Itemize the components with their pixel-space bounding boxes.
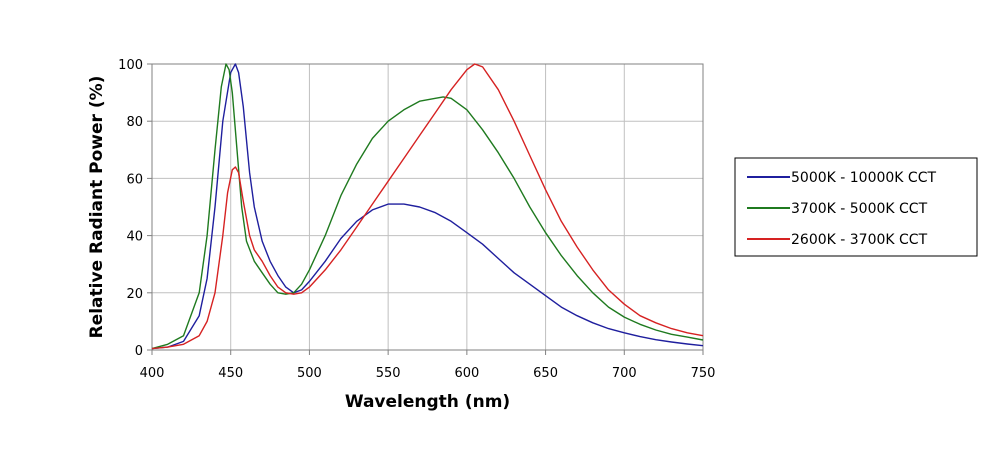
x-tick-label: 700 [612, 366, 637, 381]
x-tick-label: 450 [218, 366, 243, 381]
x-tick-label: 550 [376, 366, 401, 381]
y-axis-title: Relative Radiant Power (%) [87, 76, 107, 339]
y-tick-label: 0 [135, 344, 143, 359]
y-tick-label: 40 [126, 230, 143, 245]
x-tick-label: 600 [454, 366, 479, 381]
y-tick-label: 100 [118, 58, 143, 73]
y-tick-label: 80 [126, 115, 143, 130]
x-tick-label: 750 [691, 366, 716, 381]
series-line-1 [151, 63, 704, 350]
x-tick-label: 650 [533, 366, 558, 381]
legend-label-2: 3700K - 5000K CCT [791, 201, 928, 217]
series-lines [151, 63, 704, 350]
x-axis-title: Wavelength (nm) [345, 392, 510, 412]
x-tick-label: 500 [297, 366, 322, 381]
grid-lines [152, 64, 703, 350]
plot-area [151, 63, 704, 351]
legend-label-3: 2600K - 3700K CCT [791, 232, 928, 248]
legend: 5000K - 10000K CCT 3700K - 5000K CCT 2600K… [734, 157, 978, 257]
legend-label-1: 5000K - 10000K CCT [791, 170, 936, 186]
tick-labels: 400 450 500 550 600 650 700 750 0 20 40 60 80 100 [118, 58, 715, 381]
y-tick-label: 60 [126, 172, 143, 187]
y-tick-label: 20 [126, 287, 143, 302]
series-line-3 [151, 63, 704, 350]
x-tick-label: 400 [140, 366, 165, 381]
series-line-2 [151, 63, 704, 350]
